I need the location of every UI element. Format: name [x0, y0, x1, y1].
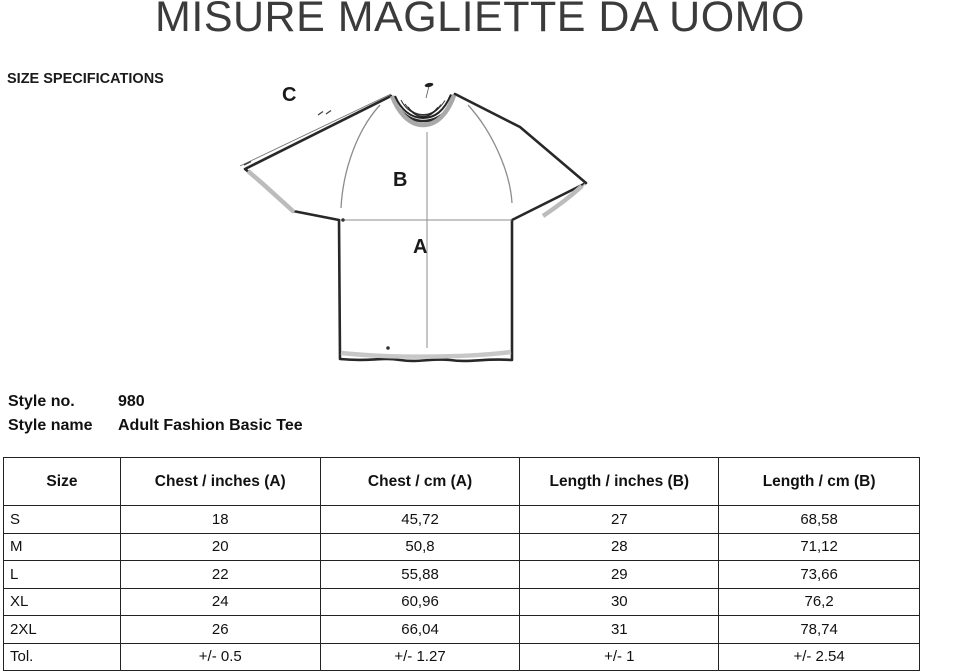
svg-text:B: B: [393, 169, 407, 191]
svg-text:A: A: [413, 236, 427, 258]
svg-text:C: C: [282, 84, 296, 106]
